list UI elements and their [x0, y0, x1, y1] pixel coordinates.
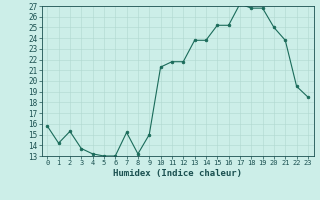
X-axis label: Humidex (Indice chaleur): Humidex (Indice chaleur) — [113, 169, 242, 178]
